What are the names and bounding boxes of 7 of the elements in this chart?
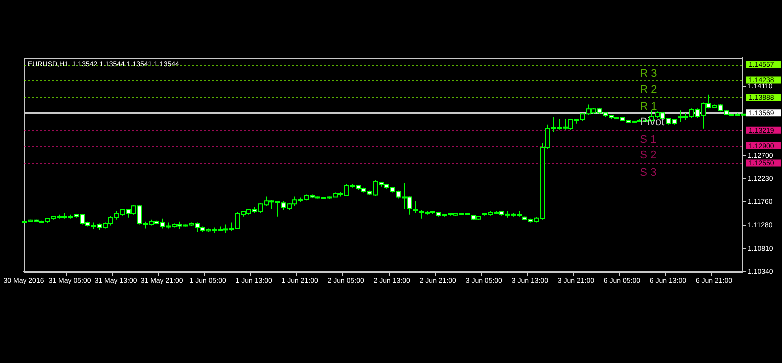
- ref-line-label: R 3: [640, 68, 658, 80]
- ref-line-label: R 1: [640, 100, 658, 113]
- ref-line-label: S 3: [640, 166, 657, 179]
- ref-line-label: S 2: [640, 150, 657, 162]
- ref-line-label: R 2: [640, 84, 658, 96]
- ref-line-label: Pivot: [640, 116, 665, 129]
- ref-line-label: S 1: [640, 134, 657, 146]
